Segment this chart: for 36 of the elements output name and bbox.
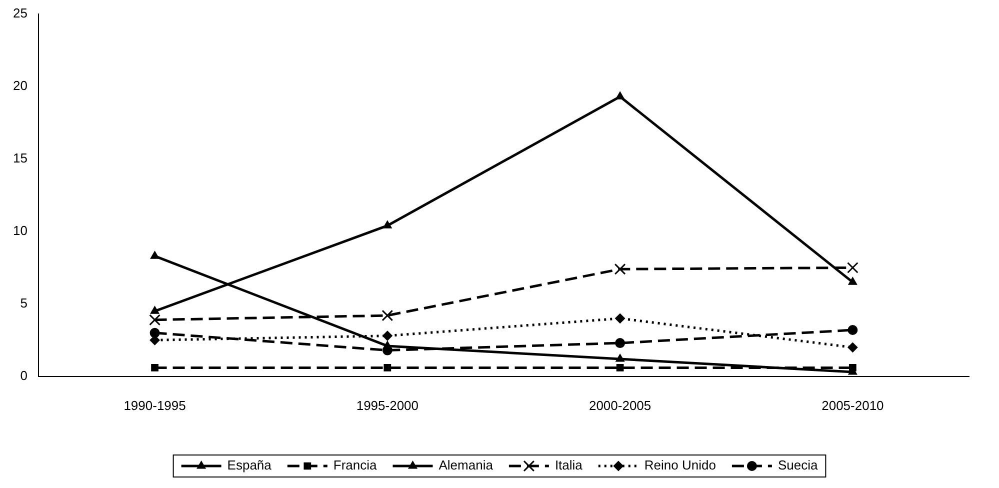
- x-tick-label: 2005-2010: [822, 398, 884, 413]
- legend-label: Reino Unido: [644, 458, 716, 473]
- y-tick-label: 10: [12, 223, 28, 238]
- point: [848, 277, 858, 285]
- point: [846, 262, 858, 274]
- point: [848, 342, 858, 352]
- y-tick-label: 20: [12, 78, 28, 94]
- point: [150, 251, 160, 259]
- point: [616, 364, 624, 372]
- point: [848, 325, 858, 336]
- x-tick-label: 1995-2000: [356, 398, 418, 413]
- point: [616, 92, 624, 100]
- y-tick-label: 5: [20, 296, 28, 310]
- x-tick-label: 1990-1995: [124, 398, 186, 413]
- y-tick-label: 15: [12, 150, 28, 166]
- legend-label: España: [227, 458, 272, 473]
- point: [383, 220, 392, 228]
- point: [149, 314, 160, 326]
- legend-label: Francia: [333, 458, 378, 473]
- legend-label: Suecia: [778, 458, 818, 473]
- point: [615, 338, 626, 348]
- point: [614, 263, 626, 275]
- y-tick-label: 0: [20, 368, 28, 383]
- point: [849, 364, 856, 372]
- point: [383, 340, 392, 349]
- point: [382, 310, 394, 322]
- point: [615, 313, 626, 324]
- point: [384, 364, 392, 372]
- point: [151, 364, 158, 372]
- x-tick-label: 2000-2005: [588, 398, 652, 413]
- legend-label: Alemania: [438, 458, 494, 473]
- point: [382, 330, 392, 341]
- y-tick-label: 25: [12, 6, 28, 21]
- legend-label: Italia: [554, 458, 584, 473]
- point: [616, 354, 624, 362]
- point: [150, 306, 160, 314]
